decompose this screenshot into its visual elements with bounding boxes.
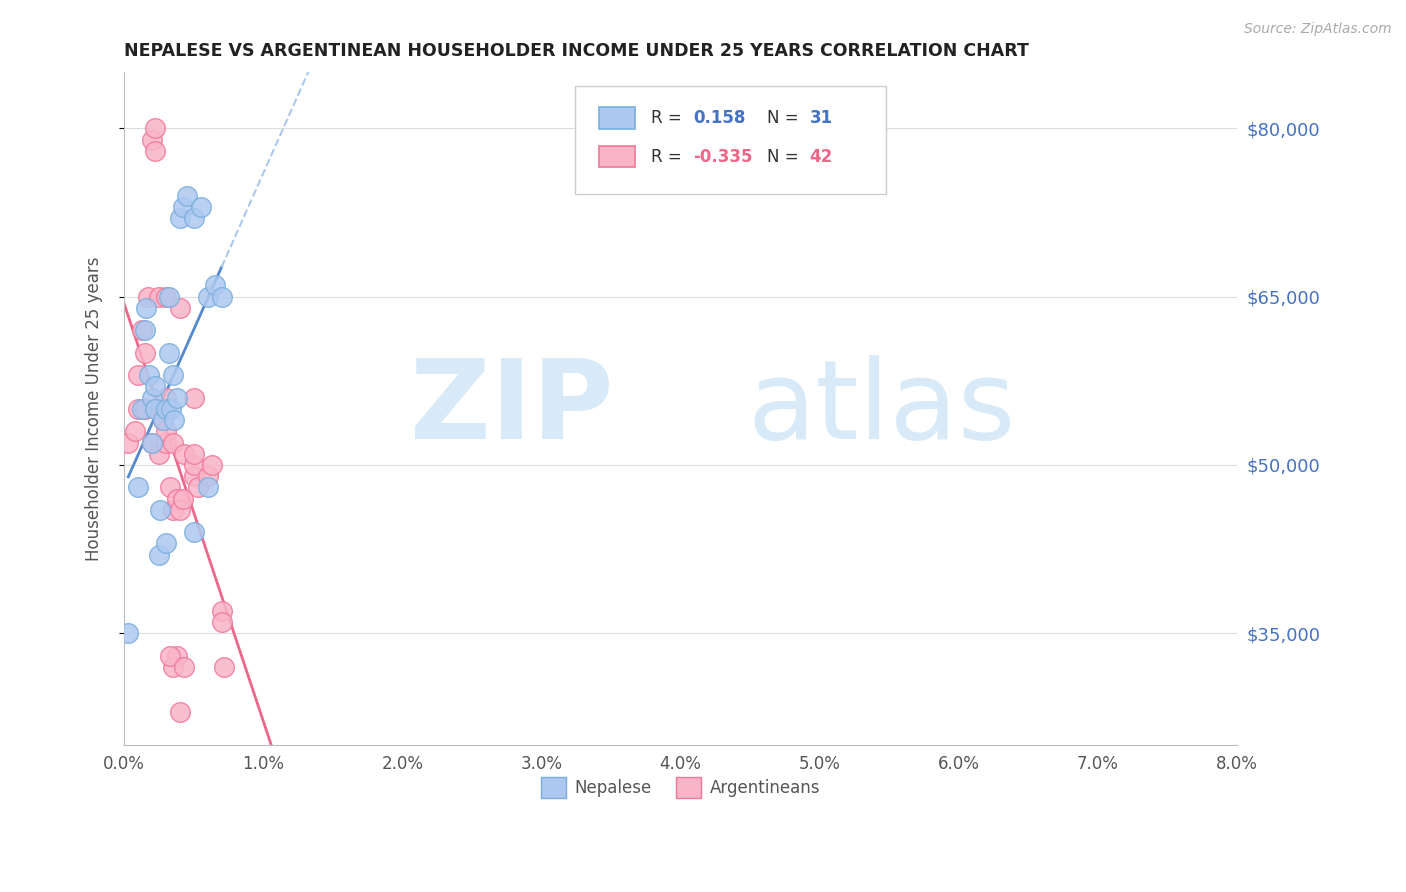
Point: [162, 368, 184, 383]
Point: [157, 346, 180, 360]
Point: [127, 480, 149, 494]
Point: [169, 301, 191, 315]
Text: 31: 31: [810, 109, 832, 128]
Point: [173, 447, 195, 461]
Point: [197, 469, 219, 483]
Point: [141, 391, 163, 405]
Point: [169, 211, 191, 226]
Point: [127, 368, 149, 383]
Point: [134, 323, 156, 337]
Point: [148, 548, 170, 562]
FancyBboxPatch shape: [575, 86, 886, 194]
Point: [173, 660, 195, 674]
Text: R =: R =: [651, 147, 686, 166]
Point: [172, 491, 194, 506]
Point: [148, 447, 170, 461]
Text: -0.335: -0.335: [693, 147, 752, 166]
Point: [127, 401, 149, 416]
Point: [166, 491, 188, 506]
Text: atlas: atlas: [748, 355, 1015, 462]
Text: 42: 42: [810, 147, 832, 166]
Point: [155, 425, 177, 439]
Point: [157, 290, 180, 304]
Point: [183, 391, 205, 405]
Point: [214, 660, 236, 674]
Point: [117, 435, 139, 450]
Point: [141, 133, 163, 147]
Point: [155, 401, 177, 416]
FancyBboxPatch shape: [599, 107, 636, 129]
Point: [148, 290, 170, 304]
Text: ZIP: ZIP: [411, 355, 614, 462]
Point: [201, 458, 224, 472]
Text: N =: N =: [768, 109, 804, 128]
Point: [159, 648, 181, 663]
Point: [176, 188, 198, 202]
Point: [143, 401, 166, 416]
Point: [169, 503, 191, 517]
Point: [124, 425, 146, 439]
Point: [143, 121, 166, 136]
Point: [172, 200, 194, 214]
Point: [141, 435, 163, 450]
Point: [162, 435, 184, 450]
Point: [134, 401, 156, 416]
Point: [152, 413, 174, 427]
Point: [155, 435, 177, 450]
Point: [131, 401, 153, 416]
Point: [155, 536, 177, 550]
Point: [211, 604, 233, 618]
FancyBboxPatch shape: [599, 145, 636, 168]
Legend: Nepalese, Argentineans: Nepalese, Argentineans: [534, 771, 827, 805]
Text: Source: ZipAtlas.com: Source: ZipAtlas.com: [1244, 22, 1392, 37]
Point: [187, 480, 209, 494]
Point: [135, 301, 157, 315]
Point: [143, 379, 166, 393]
Point: [134, 346, 156, 360]
Point: [152, 413, 174, 427]
Point: [211, 615, 233, 629]
Point: [183, 525, 205, 540]
Text: N =: N =: [768, 147, 804, 166]
Point: [166, 648, 188, 663]
Point: [190, 200, 212, 214]
Point: [197, 480, 219, 494]
Point: [169, 705, 191, 719]
Point: [141, 435, 163, 450]
Text: NEPALESE VS ARGENTINEAN HOUSEHOLDER INCOME UNDER 25 YEARS CORRELATION CHART: NEPALESE VS ARGENTINEAN HOUSEHOLDER INCO…: [124, 42, 1029, 60]
Point: [211, 290, 233, 304]
Point: [136, 290, 159, 304]
Point: [131, 323, 153, 337]
Point: [149, 503, 172, 517]
Point: [162, 503, 184, 517]
Point: [160, 401, 183, 416]
Point: [183, 458, 205, 472]
Point: [143, 144, 166, 158]
Point: [163, 413, 186, 427]
Point: [159, 480, 181, 494]
Point: [197, 290, 219, 304]
Point: [183, 447, 205, 461]
Point: [117, 626, 139, 640]
Point: [166, 391, 188, 405]
Point: [155, 391, 177, 405]
Text: R =: R =: [651, 109, 686, 128]
Y-axis label: Householder Income Under 25 years: Householder Income Under 25 years: [86, 257, 103, 561]
Point: [162, 660, 184, 674]
Point: [155, 290, 177, 304]
Text: 0.158: 0.158: [693, 109, 745, 128]
Point: [138, 368, 160, 383]
Point: [183, 469, 205, 483]
Point: [204, 278, 226, 293]
Point: [183, 211, 205, 226]
